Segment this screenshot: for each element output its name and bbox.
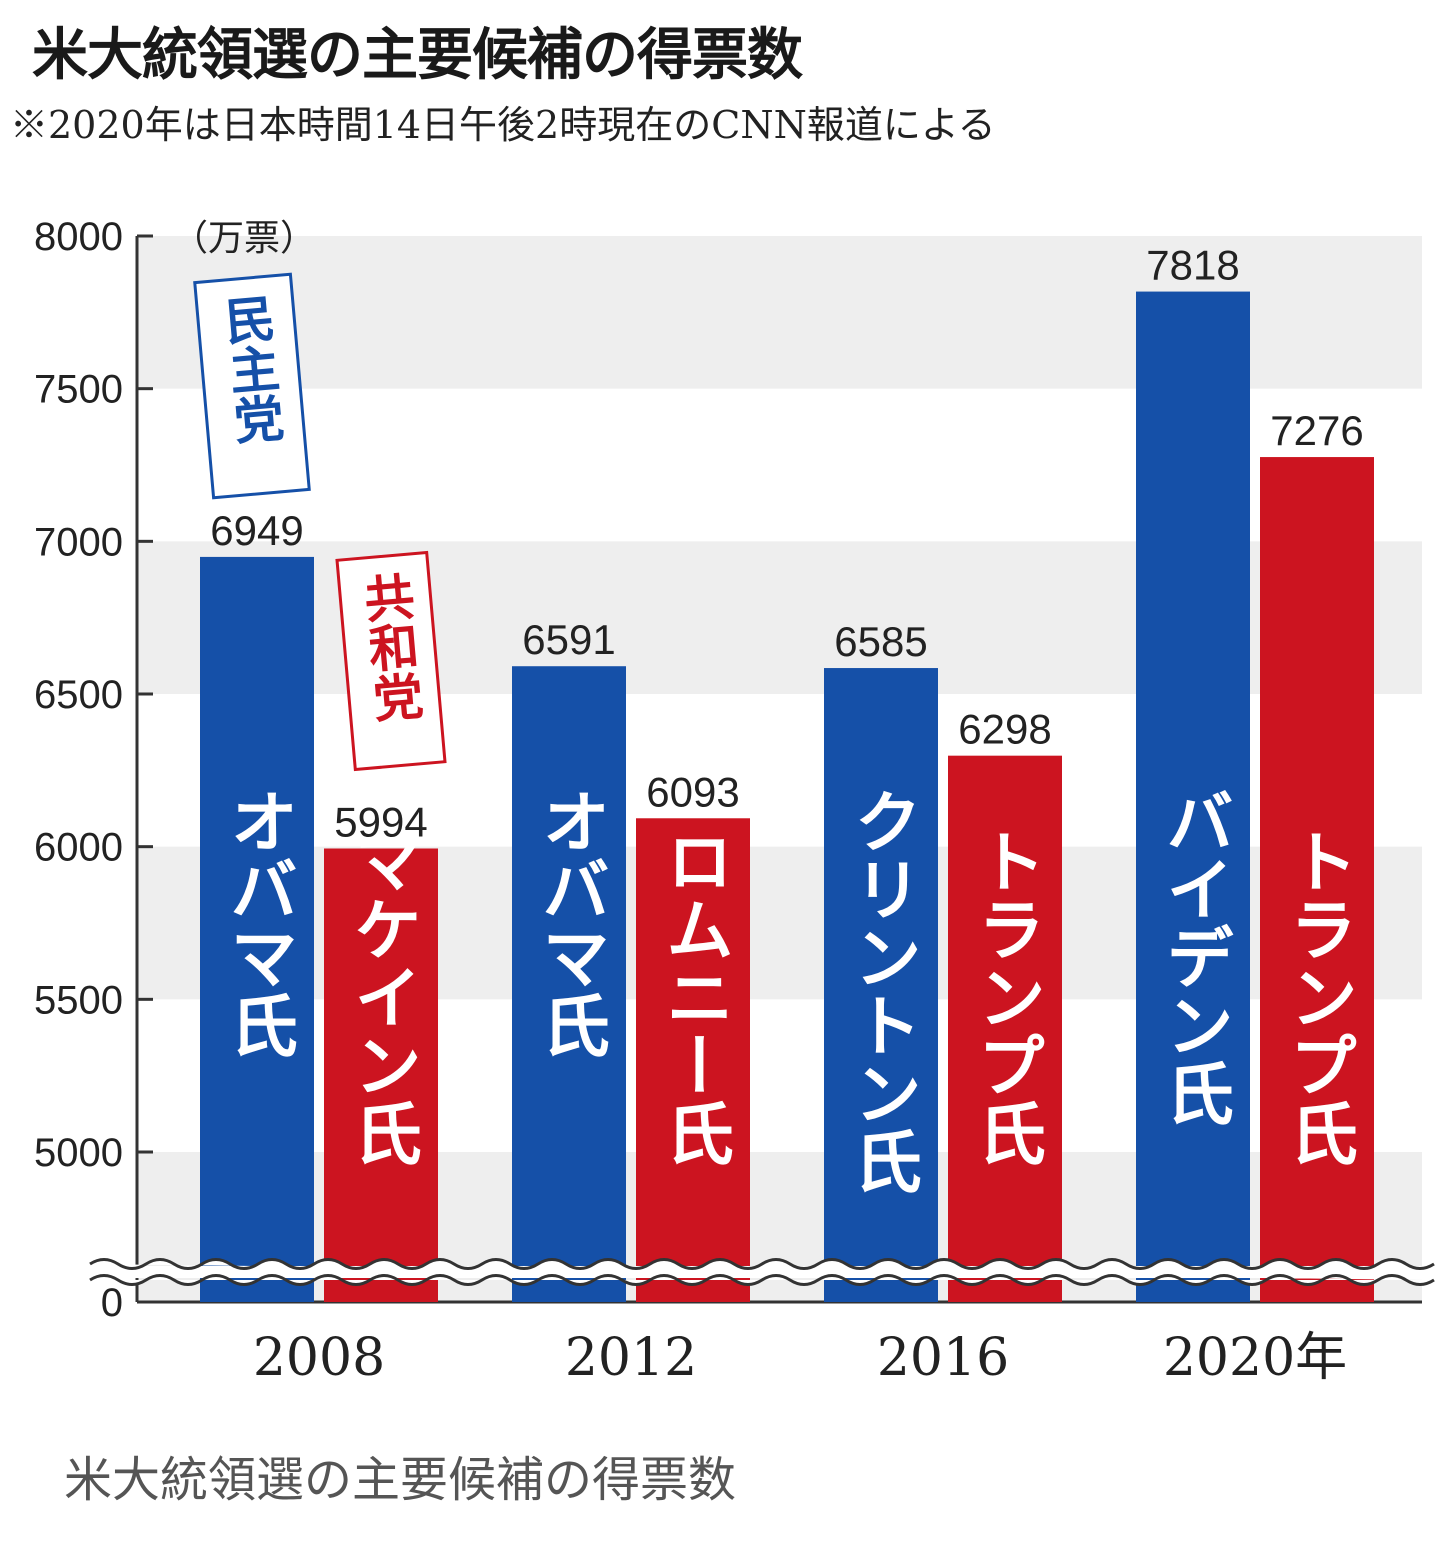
- x-tick-label: 2016: [877, 1328, 1009, 1388]
- data-label: 6585: [834, 618, 927, 665]
- bar: [948, 755, 1062, 1302]
- legend-democrat: 民主党: [193, 272, 311, 500]
- bar: [512, 666, 626, 1302]
- y-tick-label: 6500: [34, 673, 123, 717]
- y-unit-label: （万票）: [172, 218, 316, 259]
- bar: [636, 818, 750, 1302]
- y-tick-label: 0: [101, 1281, 123, 1325]
- x-tick-label: 2012: [565, 1328, 697, 1388]
- axis-break-gap: [90, 1266, 1430, 1278]
- candidate-label: クリントン氏: [842, 787, 921, 1195]
- y-tick-label: 5000: [34, 1131, 123, 1175]
- bar: [1260, 457, 1374, 1302]
- y-tick-label: 7500: [34, 368, 123, 412]
- data-label: 6298: [958, 706, 1051, 753]
- legend-box: [193, 272, 311, 500]
- chart-subtitle: ※2020年は日本時間14日午後2時現在のCNN報道による: [10, 103, 996, 147]
- bar: [1136, 291, 1250, 1302]
- axis-break: [89, 1258, 1435, 1286]
- bar-chart: 0 5000 5500 6000 6500 7000 7500 8000 （万票） 6949 オバ…: [34, 215, 1435, 1388]
- data-label: 7818: [1146, 242, 1239, 289]
- candidate-label: オバマ氏: [530, 787, 609, 1059]
- x-tick-label: 2008: [253, 1328, 385, 1388]
- chart-title: 米大統領選の主要候補の得票数: [32, 23, 803, 88]
- legend-label: 民主党: [215, 292, 286, 446]
- bar: [200, 556, 314, 1302]
- legend-label: 共和党: [354, 570, 425, 724]
- candidate-label: バイデン氏: [1154, 787, 1233, 1127]
- data-label: 5994: [334, 798, 427, 845]
- y-tick-label: 8000: [34, 215, 123, 259]
- candidate-label: オバマ氏: [218, 787, 297, 1059]
- axis-break-line: [89, 1258, 1435, 1270]
- y-tick-label: 7000: [34, 520, 123, 564]
- x-tick-label: 2020年: [1163, 1328, 1347, 1388]
- data-label: 6949: [210, 507, 303, 554]
- bar: [824, 668, 938, 1302]
- candidate-label: ロムニー氏: [654, 827, 733, 1167]
- candidate-label: トランプ氏: [1278, 827, 1357, 1167]
- data-label: 7276: [1270, 407, 1363, 454]
- candidate-label: トランプ氏: [966, 827, 1045, 1167]
- data-label: 6591: [522, 616, 615, 663]
- bars: [200, 291, 1374, 1302]
- data-label: 6093: [646, 768, 739, 815]
- y-axis: 0 5000 5500 6000 6500 7000 7500 8000 （万票）: [34, 215, 1422, 1325]
- caption: 米大統領選の主要候補の得票数: [64, 1452, 737, 1508]
- legend-box: [335, 550, 447, 772]
- legend-republican: 共和党: [335, 550, 447, 772]
- y-tick-label: 5500: [34, 978, 123, 1022]
- bar: [324, 848, 438, 1302]
- candidate-label: マケイン氏: [342, 827, 421, 1167]
- y-tick-label: 6000: [34, 826, 123, 870]
- axis-break-line: [89, 1274, 1435, 1286]
